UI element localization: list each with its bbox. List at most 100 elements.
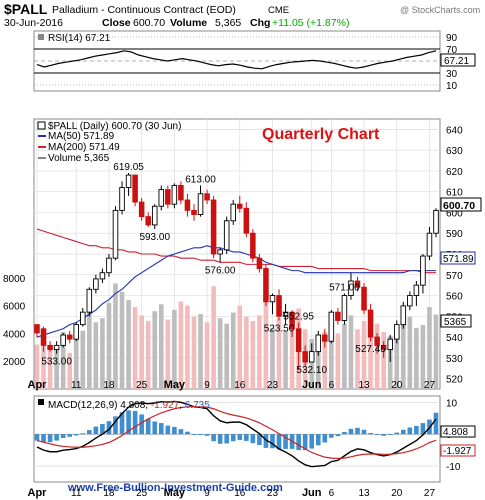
price-tick-label: 520 xyxy=(446,375,463,386)
candle-body xyxy=(243,207,250,234)
volume-bar xyxy=(237,305,243,389)
candle-body xyxy=(341,295,348,321)
macd-histogram-bar xyxy=(257,434,262,446)
macd-histogram-bar xyxy=(348,428,354,435)
volume-bar xyxy=(322,332,328,389)
volume-bar xyxy=(152,311,158,389)
price-value-box xyxy=(440,197,482,212)
x-tick-label: 27 xyxy=(424,380,436,391)
rsi-tick-label: 70 xyxy=(446,45,458,56)
candle-body xyxy=(80,311,86,326)
macd-histogram-bar xyxy=(178,429,184,435)
macd-histogram-bar xyxy=(368,432,373,435)
candle-body xyxy=(151,205,158,226)
volume-bar xyxy=(165,319,171,389)
macd-histogram-bar xyxy=(172,426,177,435)
price-tick-label: 530 xyxy=(446,354,463,365)
candle-body xyxy=(106,257,112,274)
candle-body xyxy=(132,174,138,203)
x-tick-label: 6 xyxy=(329,380,335,391)
candle-body xyxy=(426,232,433,257)
volume-bar xyxy=(106,302,112,389)
volume-bar xyxy=(34,344,40,389)
quarterly-chart-label: Quarterly Chart xyxy=(262,126,380,143)
volume-bar xyxy=(335,333,341,389)
signal-value-text: -1.927 xyxy=(443,446,472,457)
volume-bar xyxy=(433,314,439,389)
rsi-label: RSI(14) 67.21 xyxy=(48,33,111,44)
macd-histogram-bar xyxy=(87,430,92,435)
macd-histogram-bar xyxy=(270,434,275,449)
candle-body xyxy=(276,295,282,317)
volume-bar xyxy=(263,294,269,389)
macd-histogram-bar xyxy=(433,412,439,435)
macd-histogram-bar xyxy=(165,425,171,435)
candle-body xyxy=(302,351,308,363)
price-annotation: 523.50 xyxy=(264,323,295,334)
volume-bar xyxy=(158,304,164,389)
rsi-legend-swatch xyxy=(38,34,44,40)
x-tick-label: 13 xyxy=(358,488,370,499)
price-annotation: 533.00 xyxy=(41,357,72,368)
legend-entry: MA(50) 571.89 xyxy=(48,131,115,142)
volume-bar xyxy=(381,332,386,389)
candle-body xyxy=(210,199,217,255)
macd-histogram-bar xyxy=(414,425,419,435)
volume-bar xyxy=(100,318,105,389)
price-annotation: 593.00 xyxy=(139,232,170,243)
volume-bar xyxy=(427,307,432,389)
candle-body xyxy=(263,268,269,303)
price-tick-label: 630 xyxy=(446,146,463,157)
volume-tick-label: 2000 xyxy=(3,357,26,368)
volume-bar xyxy=(355,329,360,389)
candle-body xyxy=(433,209,439,234)
macd-histogram-bar xyxy=(113,416,118,435)
rsi-value-text: 67.21 xyxy=(444,56,469,67)
volume-value-text: 5365 xyxy=(444,317,467,328)
macd-tick-label: 10 xyxy=(446,398,458,409)
candle-body xyxy=(93,278,99,290)
price-annotation: 552.95 xyxy=(283,312,314,323)
candle-body xyxy=(158,189,165,207)
macd-line xyxy=(36,400,437,468)
x-tick-label: 23 xyxy=(267,488,279,499)
symbol-title: $PALL xyxy=(4,1,48,17)
volume-value: 5,365 xyxy=(215,17,241,29)
macd-histogram-bar xyxy=(34,434,40,441)
volume-bar xyxy=(348,315,354,389)
macd-histogram-bar xyxy=(185,431,190,435)
volume-bar xyxy=(211,286,216,389)
volume-bar xyxy=(93,322,99,389)
volume-bar xyxy=(73,336,79,389)
volume-tick-label: 4000 xyxy=(3,329,26,340)
macd-histogram-bar xyxy=(230,434,236,442)
date-label: 30-Jun-2016 xyxy=(4,17,63,29)
candle-body xyxy=(119,187,125,211)
volume-bar xyxy=(420,325,426,389)
macd-histogram-bar xyxy=(93,426,99,435)
x-tick-label: Jun xyxy=(302,379,322,391)
x-tick-label: Jun xyxy=(302,487,322,499)
volume-bar xyxy=(139,315,144,389)
candle-body xyxy=(335,311,341,321)
price-annotation: 576.00 xyxy=(205,265,236,276)
macd-histogram-bar xyxy=(342,431,347,435)
candle-body xyxy=(308,351,315,363)
rsi-tick-label: 10 xyxy=(446,81,458,92)
macd-value-text: 4.808 xyxy=(443,427,468,438)
macd-histogram-bar xyxy=(106,421,112,435)
candle-body xyxy=(315,334,322,353)
candle-body xyxy=(178,185,184,201)
volume-bar xyxy=(394,330,400,389)
volume-bar xyxy=(60,332,66,389)
x-tick-label: 6 xyxy=(329,488,335,499)
macd-histogram-bar xyxy=(224,434,230,444)
macd-legend-swatch xyxy=(38,399,44,405)
x-tick-label: 16 xyxy=(234,488,246,499)
macd-histogram-bar xyxy=(158,423,164,435)
volume-bar xyxy=(243,316,249,389)
signal-line xyxy=(36,406,437,460)
candle-body xyxy=(348,280,354,296)
x-tick-label: 18 xyxy=(103,380,115,391)
